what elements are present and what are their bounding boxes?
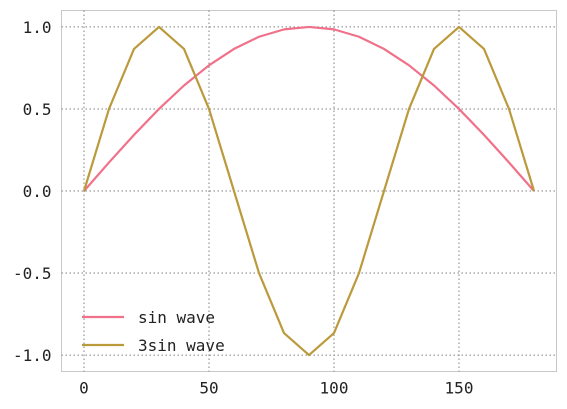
x-tick-label: 0 — [79, 379, 89, 398]
x-tick-label: 150 — [445, 379, 474, 398]
legend-label-3sin-wave: 3sin wave — [138, 336, 225, 355]
y-tick-label: 1.0 — [23, 18, 52, 37]
tick-labels: 0 50 100 150 -1.0 -0.5 0.0 0.5 1.0 — [13, 18, 473, 398]
y-tick-label: -1.0 — [13, 346, 52, 365]
series-line-sin-wave — [83, 25, 535, 192]
series-line-3sin-wave — [82, 25, 536, 357]
series-layer — [82, 25, 536, 357]
grid — [61, 10, 557, 372]
y-tick-label: 0.0 — [23, 182, 52, 201]
y-tick-label: -0.5 — [13, 264, 52, 283]
legend-label-sin-wave: sin wave — [138, 308, 215, 327]
x-tick-label: 50 — [199, 379, 218, 398]
legend: sin wave 3sin wave — [82, 308, 225, 355]
y-tick-label: 0.5 — [23, 100, 52, 119]
x-tick-label: 100 — [320, 379, 349, 398]
